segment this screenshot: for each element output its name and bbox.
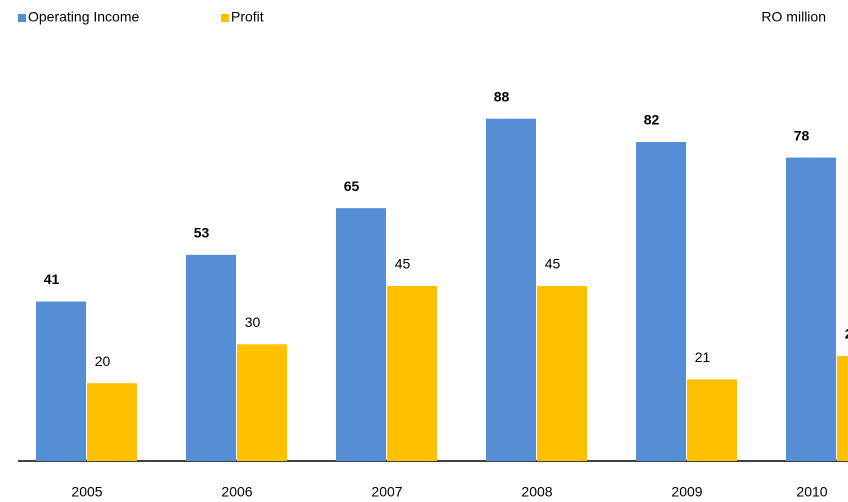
legend-swatch xyxy=(18,14,26,22)
value-label: 53 xyxy=(194,225,210,241)
bar xyxy=(537,285,587,461)
bar xyxy=(387,285,437,461)
value-label: 88 xyxy=(494,88,510,104)
value-label: 82 xyxy=(644,112,660,128)
value-label: 21 xyxy=(695,349,711,365)
value-label: 78 xyxy=(794,127,810,143)
x-tick-label: 2005 xyxy=(71,484,102,500)
legend-label: Profit xyxy=(231,9,264,25)
legend-swatch xyxy=(221,14,229,22)
bar xyxy=(237,344,287,461)
bar xyxy=(36,301,86,461)
value-label: 65 xyxy=(344,178,360,194)
bar xyxy=(687,379,737,461)
bar xyxy=(837,355,848,461)
bar xyxy=(786,157,836,461)
legend-label: Operating Income xyxy=(28,9,139,25)
bar xyxy=(636,142,686,461)
x-tick-label: 2009 xyxy=(671,484,702,500)
x-tick-label: 2006 xyxy=(221,484,252,500)
bar xyxy=(336,208,386,461)
value-label: 30 xyxy=(245,314,261,330)
unit-label: RO million xyxy=(761,9,826,25)
bar xyxy=(486,118,536,462)
x-tick-label: 2007 xyxy=(371,484,402,500)
value-label: 41 xyxy=(44,271,60,287)
x-tick-label: 2010 xyxy=(796,484,827,500)
value-label: 45 xyxy=(395,256,411,272)
bar xyxy=(186,254,236,461)
value-label: 20 xyxy=(95,353,111,369)
x-tick-label: 2008 xyxy=(521,484,552,500)
value-label: 27 xyxy=(845,326,848,342)
bar xyxy=(87,383,137,461)
value-label: 45 xyxy=(545,256,561,272)
